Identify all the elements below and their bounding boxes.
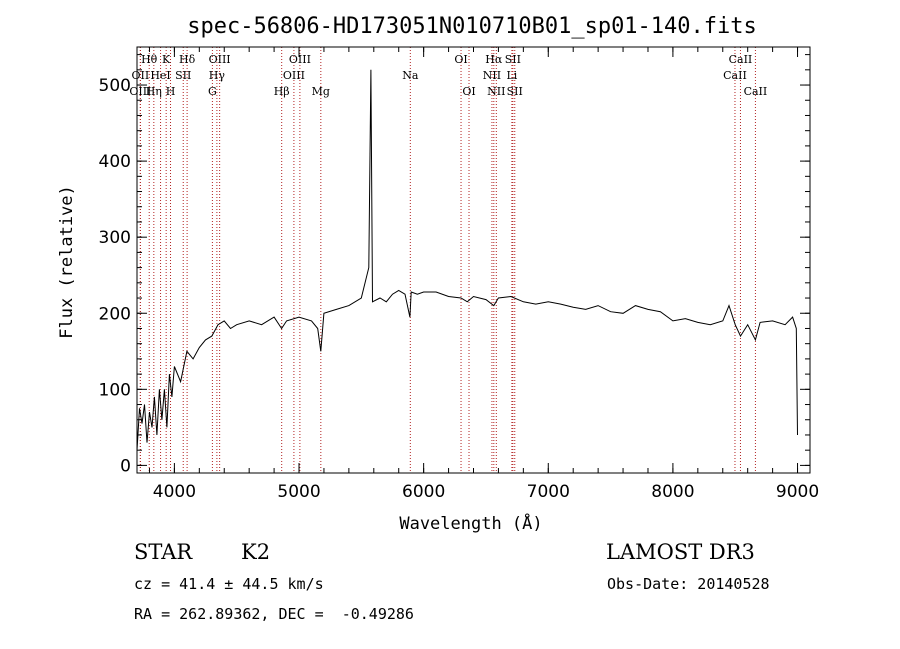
spectral-line-label: Hβ bbox=[274, 85, 290, 98]
spectral-line-label: Hθ bbox=[141, 53, 158, 66]
survey-name: LAMOST DR3 bbox=[606, 540, 755, 564]
spectral-line-label: H bbox=[166, 85, 176, 98]
spectral-line-label: Na bbox=[402, 69, 419, 82]
spectral-line-label: Hγ bbox=[209, 69, 226, 82]
object-class: STAR bbox=[134, 540, 193, 564]
spectral-line-label: OIII bbox=[289, 53, 311, 66]
spectral-line-label: G bbox=[208, 85, 217, 98]
spectrum-chart: spec-56806-HD173051N010710B01_sp01-140.f… bbox=[57, 14, 820, 534]
subclass: K2 bbox=[241, 540, 271, 564]
coordinates-readout: RA = 262.89362, DEC = -0.49286 bbox=[134, 605, 414, 623]
y-tick-label: 200 bbox=[99, 304, 131, 324]
spectral-line-label: SII bbox=[175, 69, 191, 82]
spectral-line-markers bbox=[139, 47, 756, 473]
spectral-line-label: OI bbox=[462, 85, 475, 98]
spectral-line-label: Mg bbox=[312, 85, 330, 98]
x-tick-label: 6000 bbox=[402, 482, 445, 502]
spectral-line-label: Hα bbox=[485, 53, 503, 66]
axis-tick-labels: 4000 5000 6000 7000 8000 9000 0 100 200 300 400 500 bbox=[99, 76, 820, 502]
spectral-line-label: K bbox=[162, 53, 171, 66]
spectral-line-label: CaII bbox=[729, 53, 753, 66]
spectral-line-label: OI bbox=[454, 53, 467, 66]
spectral-line-label: SII bbox=[507, 85, 523, 98]
x-tick-label: 7000 bbox=[527, 482, 570, 502]
x-tick-label: 8000 bbox=[651, 482, 694, 502]
spectral-line-label: NII bbox=[487, 85, 505, 98]
spectral-line-label: OIII bbox=[129, 85, 151, 98]
axis-ticks bbox=[137, 47, 810, 473]
y-tick-label: 300 bbox=[99, 228, 131, 248]
x-tick-label: 5000 bbox=[277, 482, 320, 502]
y-tick-label: 100 bbox=[99, 380, 131, 400]
y-tick-label: 0 bbox=[120, 456, 131, 476]
flux-series-line bbox=[136, 69, 798, 451]
plot-frame bbox=[136, 46, 811, 474]
x-axis-label: Wavelength (Å) bbox=[399, 512, 542, 534]
chart-title: spec-56806-HD173051N010710B01_sp01-140.f… bbox=[187, 14, 757, 39]
spectral-line-label: CaII bbox=[723, 69, 747, 82]
spectral-line-label: CaII bbox=[744, 85, 768, 98]
x-tick-label: 9000 bbox=[776, 482, 819, 502]
spectral-line-label: HeI bbox=[150, 69, 170, 82]
y-axis-label: Flux (relative) bbox=[57, 185, 77, 339]
spectral-line-label: OIII bbox=[283, 69, 305, 82]
spectral-line-label: Li bbox=[506, 69, 517, 82]
spectral-line-label: OIII bbox=[209, 53, 231, 66]
spectral-line-label: Hη bbox=[146, 85, 162, 98]
spectral-line-label: OII bbox=[132, 69, 150, 82]
spectral-line-label: NII bbox=[483, 69, 501, 82]
spectral-line-label: SII bbox=[505, 53, 521, 66]
x-tick-label: 4000 bbox=[153, 482, 196, 502]
redshift-readout: cz = 41.4 ± 44.5 km/s bbox=[134, 575, 324, 593]
spectral-line-label: Hδ bbox=[179, 53, 196, 66]
y-tick-label: 400 bbox=[99, 152, 131, 172]
y-tick-label: 500 bbox=[99, 76, 131, 96]
observation-date: Obs-Date: 20140528 bbox=[607, 575, 770, 593]
